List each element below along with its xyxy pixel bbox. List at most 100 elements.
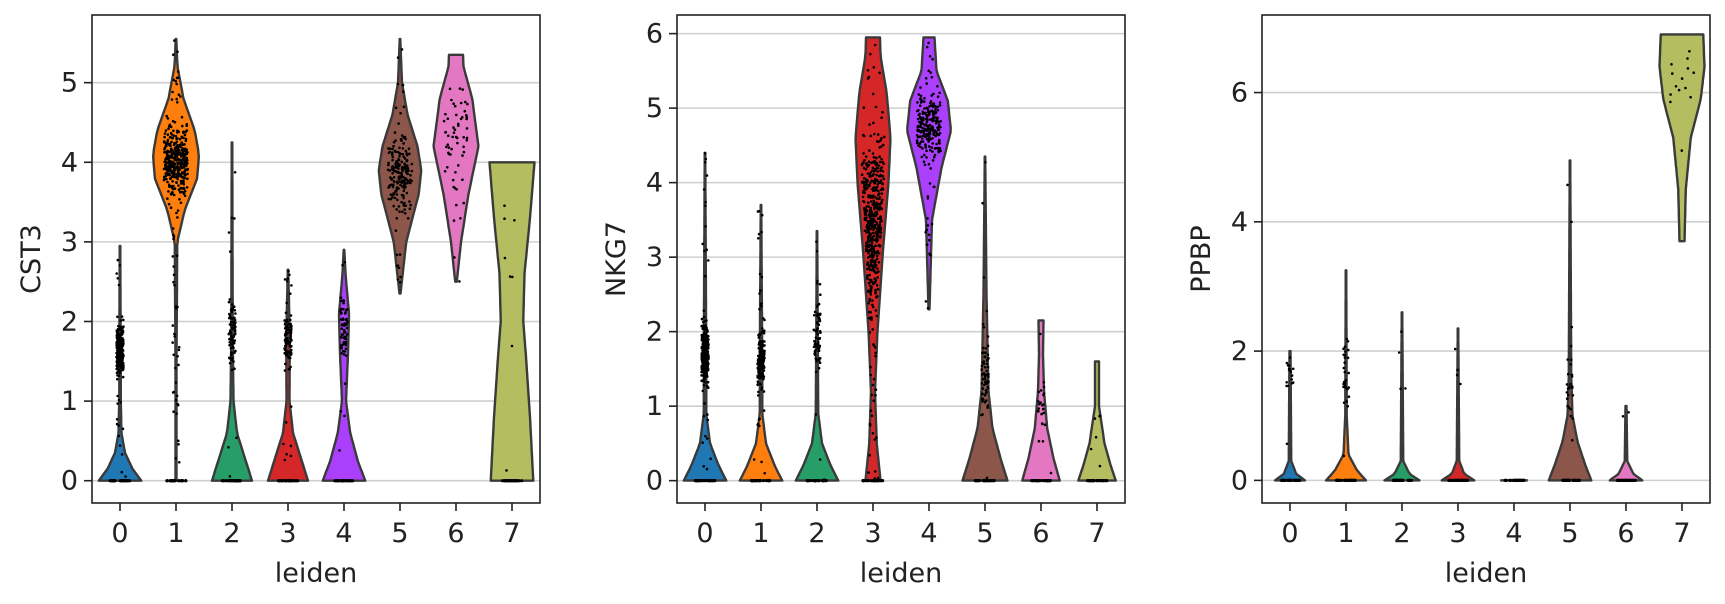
violin-3 (1440, 327, 1476, 482)
data-point (814, 370, 818, 374)
data-point (119, 325, 122, 329)
x-tick-label: 3 (864, 518, 881, 549)
data-point (757, 390, 760, 394)
data-point (116, 377, 119, 381)
data-point (339, 336, 343, 339)
data-point (879, 231, 883, 234)
data-point (983, 366, 987, 369)
data-point (706, 413, 709, 416)
data-point (874, 388, 878, 392)
data-point (401, 210, 404, 214)
x-tick-label: 7 (1673, 518, 1690, 549)
data-point (705, 347, 709, 351)
data-point (817, 359, 821, 362)
data-point (1285, 384, 1288, 388)
data-point (929, 138, 932, 141)
data-point (933, 147, 937, 150)
data-point (403, 167, 406, 170)
data-point (444, 112, 447, 116)
data-point (463, 109, 467, 113)
data-point (1105, 479, 1109, 483)
data-point (512, 479, 516, 483)
data-point (177, 130, 181, 134)
data-point (814, 336, 818, 340)
data-point (871, 196, 874, 199)
data-point (758, 382, 762, 386)
violin-points-7 (1085, 414, 1109, 483)
data-point (121, 339, 124, 342)
data-point (172, 233, 175, 237)
data-point (289, 336, 293, 340)
data-point (973, 479, 977, 483)
data-point (985, 309, 988, 313)
data-point (410, 162, 414, 166)
data-point (932, 155, 936, 159)
data-point (172, 78, 175, 82)
data-point (397, 158, 401, 162)
data-point (1569, 358, 1573, 362)
data-point (171, 149, 175, 152)
data-point (917, 144, 920, 147)
data-point (981, 201, 984, 205)
data-point (927, 69, 930, 73)
data-point (232, 360, 235, 363)
data-point (390, 153, 394, 156)
data-point (402, 175, 405, 179)
data-point (229, 308, 233, 312)
data-point (117, 398, 121, 402)
data-point (184, 137, 188, 141)
data-point (343, 260, 347, 264)
data-point (343, 330, 346, 334)
data-point (1515, 478, 1519, 482)
data-point (752, 458, 756, 461)
data-point (118, 356, 122, 360)
data-point (880, 137, 883, 140)
data-point (174, 153, 177, 156)
data-point (387, 147, 390, 150)
violin-panel-nkg7: 0 1 2 3 4 5 6 0 1 2 3 4 5 6 7 leiden NKG7 (601, 14, 1126, 589)
data-point (342, 301, 345, 305)
data-point (925, 82, 928, 85)
data-point (869, 365, 872, 369)
data-point (865, 180, 869, 184)
data-point (924, 117, 928, 121)
data-point (234, 312, 237, 315)
data-point (1564, 478, 1568, 482)
data-point (1091, 479, 1095, 483)
data-point (343, 322, 347, 325)
data-point (873, 225, 877, 228)
data-point (231, 320, 235, 324)
data-point (120, 361, 124, 365)
data-point (867, 240, 871, 243)
data-point (409, 174, 412, 177)
data-point (395, 253, 399, 257)
data-point (394, 150, 397, 153)
data-point (402, 105, 406, 109)
data-point (759, 351, 762, 355)
data-point (878, 181, 882, 184)
data-point (398, 210, 401, 213)
violin-5 (1547, 159, 1593, 482)
data-point (394, 163, 398, 166)
data-point (449, 153, 452, 156)
x-axis-label: leiden (275, 558, 357, 589)
data-point (183, 156, 186, 159)
data-point (116, 315, 119, 319)
data-point (931, 127, 934, 131)
data-point (818, 344, 822, 348)
data-point (928, 148, 932, 152)
data-point (869, 373, 873, 377)
data-point (930, 109, 933, 113)
data-point (1566, 372, 1570, 376)
data-point (1456, 368, 1459, 372)
data-point (758, 272, 762, 276)
data-point (122, 318, 125, 322)
data-point (395, 193, 399, 196)
data-point (341, 323, 344, 327)
data-point (700, 353, 704, 357)
data-point (290, 339, 293, 342)
data-point (118, 343, 122, 347)
data-point (169, 125, 173, 129)
data-point (1289, 478, 1293, 482)
